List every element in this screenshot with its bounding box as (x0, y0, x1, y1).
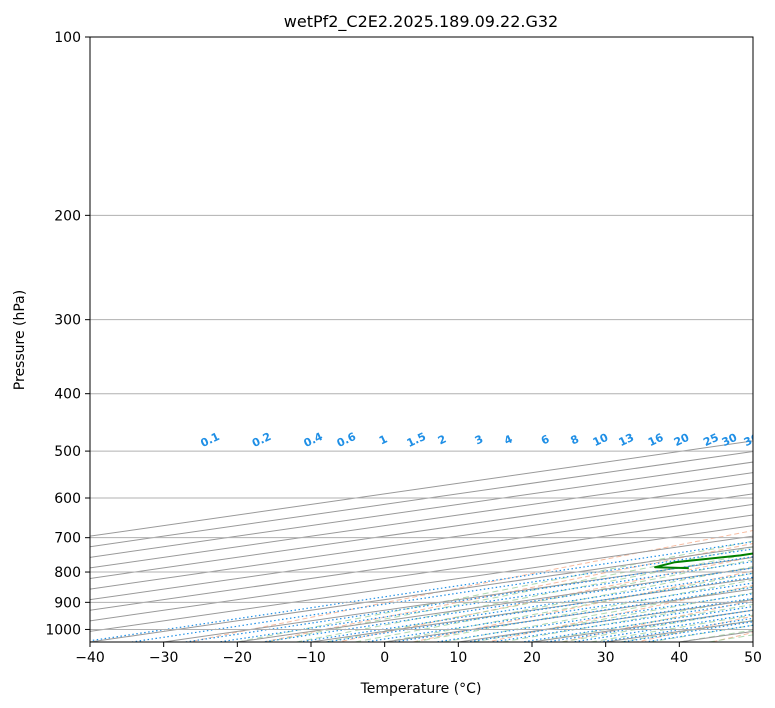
x-tick-label: 20 (523, 650, 541, 666)
y-tick-label: 1000 (45, 622, 81, 638)
mixing-ratio-label: 16 (646, 431, 666, 449)
mixing-ratio-label: 36 (742, 431, 762, 449)
mixing-ratio-line (299, 572, 753, 642)
mixing-ratio-line (218, 560, 753, 642)
dry-adiabat (487, 584, 753, 642)
mixing-ratio-label: 25 (701, 431, 720, 449)
mixing-ratio-line (572, 613, 753, 642)
plot-frame (89, 36, 754, 643)
y-tick-label: 200 (54, 208, 81, 224)
pressure-gridlines (90, 37, 753, 630)
y-tick-label: 300 (54, 313, 81, 329)
mixing-ratio-label: 13 (617, 431, 636, 449)
x-tick-label: −40 (75, 650, 105, 666)
y-tick-label: 500 (54, 444, 81, 460)
y-axis-title: Pressure (hPa) (12, 290, 28, 390)
dry-adiabat (338, 556, 753, 642)
plot-area (90, 37, 753, 642)
moist-adiabat (325, 559, 753, 642)
y-tick-label: 100 (54, 30, 81, 46)
x-tick-label: 50 (744, 650, 762, 666)
x-axis-title: Temperature (°C) (360, 681, 482, 697)
dry-adiabat (188, 530, 753, 642)
y-tick-label: 600 (54, 491, 81, 507)
x-tick-label: −10 (296, 650, 326, 666)
moist-adiabat (296, 552, 753, 642)
mixing-ratio-line (467, 597, 753, 642)
axes: −40 −30 −20 −10 0 10 20 30 40 50 100 200 300 400 500 60… (45, 30, 762, 666)
x-tick-label: −30 (149, 650, 179, 666)
y-tick-label: 400 (54, 387, 81, 403)
mixing-ratio-label: 30 (720, 431, 740, 449)
dry-adiabat (263, 542, 753, 642)
isotherm-line (90, 461, 753, 558)
isotherm-line (90, 525, 753, 622)
y-tick-label: 900 (54, 595, 81, 611)
isotherm-line (90, 493, 753, 590)
moist-adiabat (384, 572, 753, 642)
mixing-ratio-label: 10 (591, 431, 611, 449)
y-tick-label: 700 (54, 531, 81, 547)
x-tick-label: 0 (380, 650, 389, 666)
x-tick-label: −20 (223, 650, 253, 666)
x-tick-label: 30 (597, 650, 615, 666)
isotherm-line (90, 482, 753, 579)
isotherm-line (90, 503, 753, 601)
moist-adiabat (266, 546, 753, 642)
chart-title: wetPf2_C2E2.2025.189.09.22.G32 (284, 12, 558, 32)
isotherm-line (90, 450, 753, 548)
mixing-ratio-label: 20 (672, 431, 692, 449)
x-tick-label: 40 (670, 650, 688, 666)
isotherm-line (90, 472, 753, 569)
isotherm-line (90, 514, 753, 611)
moist-adiabat (473, 592, 753, 642)
background-lines (90, 440, 753, 642)
mixing-ratio-line (522, 605, 753, 642)
x-tick-label: 10 (449, 650, 467, 666)
y-tick-label: 800 (54, 565, 81, 581)
isotherm-line (90, 535, 753, 632)
